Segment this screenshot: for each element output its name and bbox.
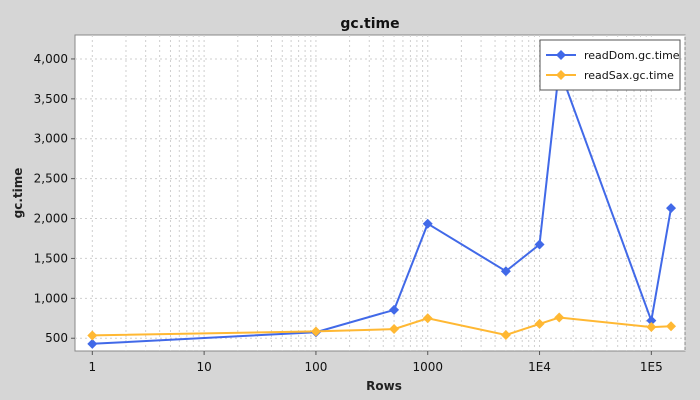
x-tick-label: 1000 bbox=[412, 360, 443, 374]
data-point-1 bbox=[87, 330, 98, 341]
data-point-0 bbox=[666, 203, 677, 214]
x-tick-label: 1E5 bbox=[640, 360, 663, 374]
y-tick-label: 4,000 bbox=[34, 52, 68, 66]
legend-label: readDom.gc.time bbox=[584, 49, 680, 62]
y-tick-label: 1,000 bbox=[34, 291, 68, 305]
data-point-0 bbox=[87, 338, 98, 349]
data-point-0 bbox=[422, 218, 433, 229]
y-tick-label: 2,000 bbox=[34, 212, 68, 226]
data-point-1 bbox=[500, 330, 511, 341]
x-axis: 1 10 100 1000 1E4 1E5 bbox=[88, 351, 663, 374]
data-point-0 bbox=[534, 239, 545, 250]
x-tick-label: 1E4 bbox=[528, 360, 551, 374]
y-tick-label: 3,500 bbox=[34, 92, 68, 106]
series-layer bbox=[87, 63, 677, 349]
data-point-0 bbox=[389, 304, 400, 315]
data-point-1 bbox=[310, 326, 321, 337]
legend: readDom.gc.time readSax.gc.time bbox=[539, 39, 681, 91]
y-axis-label: gc.time bbox=[11, 168, 25, 219]
x-tick-label: 1 bbox=[88, 360, 96, 374]
data-point-1 bbox=[646, 322, 657, 333]
y-tick-label: 2,500 bbox=[34, 172, 68, 186]
data-point-1 bbox=[422, 313, 433, 324]
x-axis-label: Rows bbox=[366, 379, 402, 393]
data-point-0 bbox=[500, 266, 511, 277]
legend-box bbox=[539, 39, 681, 91]
legend-label: readSax.gc.time bbox=[584, 69, 674, 82]
data-point-1 bbox=[554, 312, 565, 323]
y-tick-label: 500 bbox=[45, 331, 68, 345]
y-axis: 500 1,000 1,500 2,000 2,500 3,000 3,500 4,000 bbox=[34, 52, 75, 345]
x-tick-label: 10 bbox=[196, 360, 211, 374]
grid bbox=[75, 35, 686, 351]
data-point-1 bbox=[666, 321, 677, 332]
data-point-1 bbox=[534, 318, 545, 329]
data-point-0 bbox=[646, 315, 657, 326]
chart-title: gc.time bbox=[340, 16, 399, 32]
legend-marker bbox=[556, 50, 566, 60]
legend-marker bbox=[556, 70, 566, 80]
y-tick-label: 1,500 bbox=[34, 251, 68, 265]
y-tick-label: 3,000 bbox=[34, 132, 68, 146]
x-tick-label: 100 bbox=[304, 360, 327, 374]
data-point-1 bbox=[389, 324, 400, 335]
